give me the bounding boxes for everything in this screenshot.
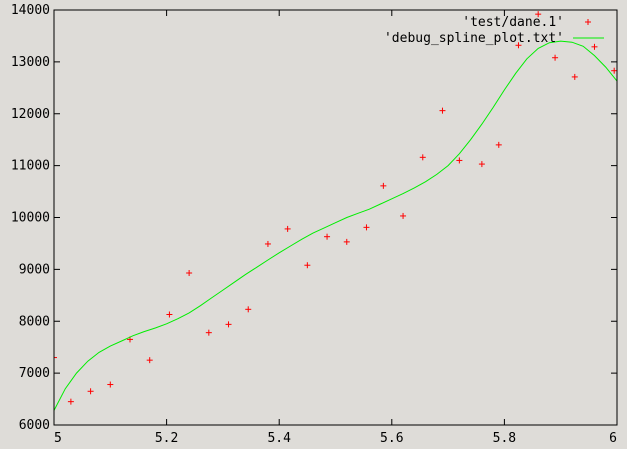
data-point-marker <box>87 388 94 395</box>
data-point-marker <box>205 329 212 336</box>
data-point-marker <box>225 321 232 328</box>
data-point-marker <box>67 398 74 405</box>
data-point-marker <box>146 357 153 364</box>
ticks-layer: 6000 7000 8000 9000 10000 11000 12000 13000 1400… <box>11 3 618 446</box>
legend-marker-sample <box>585 19 591 25</box>
x-tick-label: 5.6 <box>380 431 403 446</box>
data-point-marker <box>419 154 426 161</box>
y-tick-label: 8000 <box>19 314 50 329</box>
data-point-marker <box>571 73 578 80</box>
x-tick-label: 5.4 <box>267 431 291 446</box>
data-point-marker <box>611 67 617 74</box>
data-point-marker <box>166 311 173 318</box>
data-point-marker <box>439 107 446 114</box>
spline-series-line <box>54 40 617 411</box>
axes-layer <box>53 9 618 426</box>
x-tick-label: 5.2 <box>155 431 178 446</box>
y-tick-label: 9000 <box>19 262 50 277</box>
marks-layer <box>54 11 617 411</box>
data-point-marker <box>324 233 331 240</box>
y-tick-label: 12000 <box>11 107 50 122</box>
y-tick-label: 6000 <box>19 418 50 433</box>
y-tick-label: 13000 <box>11 55 50 70</box>
legend-label: 'debug_spline_plot.txt' <box>384 31 564 46</box>
data-point-marker <box>363 224 370 231</box>
x-tick-label: 5.8 <box>493 431 516 446</box>
data-point-marker <box>495 141 502 148</box>
y-tick-label: 11000 <box>11 159 50 174</box>
data-point-marker <box>456 157 463 164</box>
data-point-marker <box>515 42 522 49</box>
data-point-marker <box>304 262 311 269</box>
data-point-marker <box>552 54 559 61</box>
data-point-marker <box>591 43 598 50</box>
data-point-marker <box>284 225 291 232</box>
legend: 'test/dane.1''debug_spline_plot.txt' <box>384 15 604 46</box>
data-point-marker <box>535 11 542 18</box>
data-point-marker <box>478 161 485 168</box>
data-point-marker <box>245 306 252 313</box>
data-point-marker <box>186 270 193 277</box>
x-tick-label: 5 <box>54 431 62 446</box>
data-point-marker <box>400 212 407 219</box>
y-tick-label: 7000 <box>19 366 50 381</box>
legend-label: 'test/dane.1' <box>462 15 564 30</box>
y-tick-label: 14000 <box>11 3 50 18</box>
data-point-marker <box>380 182 387 189</box>
y-tick-label: 10000 <box>11 211 50 226</box>
plot-frame <box>53 9 618 426</box>
data-point-marker <box>54 354 57 361</box>
data-point-marker <box>264 240 271 247</box>
data-point-marker <box>343 238 350 245</box>
data-point-marker <box>107 381 114 388</box>
x-tick-label: 6 <box>609 431 617 446</box>
